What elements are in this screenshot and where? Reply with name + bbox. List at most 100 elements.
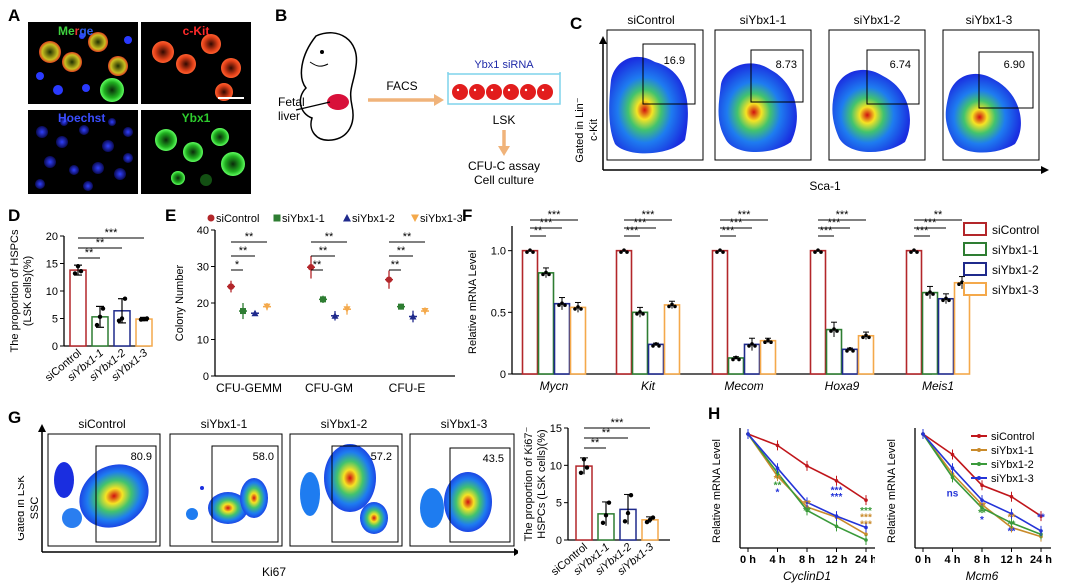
legend-marker [977, 434, 981, 438]
data-point [557, 303, 561, 307]
data-point [721, 250, 725, 254]
x-tick-label: 8 h [974, 554, 990, 566]
data-point [100, 306, 106, 311]
x-tick-label: CFU-GEMM [216, 381, 282, 395]
svg-text:8.73: 8.73 [776, 59, 797, 71]
data-point [251, 309, 259, 317]
data-point [644, 519, 650, 525]
data-point [525, 250, 529, 254]
data-point [769, 340, 773, 344]
data-point [320, 296, 326, 303]
c-plot-2: siYbx1-1 8.73 [714, 13, 812, 161]
fetal-liver-label: Fetal liver [278, 95, 305, 123]
x-tick-label: Mycn [540, 379, 569, 393]
panel-a-microscopy: Merge c-Kit Hoechst Ybx1 [28, 22, 251, 194]
data-point [144, 316, 150, 321]
data-point [813, 250, 817, 254]
data-point [603, 513, 609, 518]
g-plot-4: siYbx1-3 43.5 [409, 418, 515, 547]
panel-label-f: F [462, 206, 473, 225]
y-axis-label: (LSK cells)(%) [22, 256, 34, 326]
significance-label: ** [803, 499, 811, 510]
c-plot-3: siYbx1-2 6.74 [828, 13, 926, 161]
significance-label: ** [1037, 513, 1045, 524]
bar-siControl-Hoxa9 [809, 249, 827, 375]
bar-siControl-Meis1 [905, 249, 923, 375]
bar-siYbx1-1-Kit [631, 311, 649, 375]
bar-siYbx1-2-Hoxa9 [841, 348, 859, 375]
significance-label: *** [831, 485, 843, 496]
data-point [122, 296, 128, 301]
data-point [331, 312, 339, 319]
significance-label: ** [534, 225, 543, 237]
data-point [947, 298, 951, 303]
data-point [861, 335, 865, 340]
panel-label-d: D [8, 206, 21, 225]
data-point [909, 250, 913, 254]
svg-text:43.5: 43.5 [483, 453, 504, 465]
data-point [737, 357, 741, 362]
significance-label: *** [642, 209, 656, 221]
y-tick-label: 10 [550, 460, 562, 472]
data-point [421, 308, 429, 315]
data-point [547, 272, 551, 277]
svg-text:6.74: 6.74 [890, 59, 911, 71]
x-tick-label: 24 h [855, 554, 875, 566]
y-axis-label: Colony Number [174, 264, 186, 341]
sirna-label: Ybx1 siRNA [474, 59, 534, 71]
needle-line [295, 101, 331, 111]
y-tick-label: 5 [556, 498, 562, 510]
data-point [766, 338, 770, 342]
y-tick-label: 0.5 [491, 307, 506, 319]
data-point [941, 298, 945, 303]
bar-siControl-Mecom [711, 249, 729, 375]
legend-label: siYbx1-1 [992, 243, 1039, 257]
significance-label: ** [591, 437, 600, 449]
data-point [848, 347, 852, 351]
panel-label-h: H [708, 404, 721, 423]
g-plot-3: siYbx1-2 57.2 [289, 418, 403, 547]
cells-row [452, 84, 553, 100]
g-ylabel-1: Gated in LSK [18, 475, 27, 541]
legend-label: siControl [216, 213, 259, 225]
data-point [409, 313, 417, 320]
significance-label: ** [774, 481, 782, 492]
bar-siYbx1-1-Meis1 [921, 291, 939, 375]
svg-text:80.9: 80.9 [131, 451, 152, 463]
significance-label: *** [836, 209, 850, 221]
data-point [753, 344, 757, 348]
y-tick-label: 30 [197, 262, 209, 274]
legend-swatch [963, 282, 987, 296]
y-axis-label: The proportion of HSPCs [9, 229, 21, 352]
significance-label: *** [860, 519, 872, 530]
y-tick-label: 15 [550, 423, 562, 435]
legend-swatch [963, 242, 987, 256]
bar-siControl-Mycn [521, 249, 539, 375]
data-point [638, 310, 642, 314]
legend-marker [207, 214, 215, 222]
chart-e: 0 10 20 30 40 Colony Number siControl siYbx1-1 s… [174, 213, 463, 395]
x-tick-label: Mecom [724, 379, 763, 393]
data-point [647, 517, 653, 523]
legend-marker [977, 448, 981, 452]
data-point [263, 303, 271, 311]
significance-label: ** [325, 231, 334, 243]
facs-label: FACS [386, 79, 417, 93]
culture-label: Cell culture [474, 173, 534, 187]
data-point [635, 312, 639, 316]
legend-marker [977, 462, 981, 466]
c-ylabel-1: Gated in Lin⁻ [575, 97, 586, 162]
g-plot-1: siControl 80.9 [47, 418, 161, 547]
data-point [576, 305, 580, 309]
significance-label: ** [391, 259, 400, 271]
y-tick-label: 20 [46, 231, 58, 243]
x-tick-label: Meis1 [922, 379, 954, 393]
legend-label: siYbx1-3 [420, 213, 463, 225]
legend-label: siControl [992, 223, 1039, 237]
x-tick-label: Hoxa9 [825, 379, 860, 393]
significance-label: ** [602, 427, 611, 439]
data-point [912, 248, 916, 252]
legend-marker [411, 214, 419, 222]
data-point [622, 519, 628, 524]
legend-label: siYbx1-2 [991, 459, 1034, 471]
